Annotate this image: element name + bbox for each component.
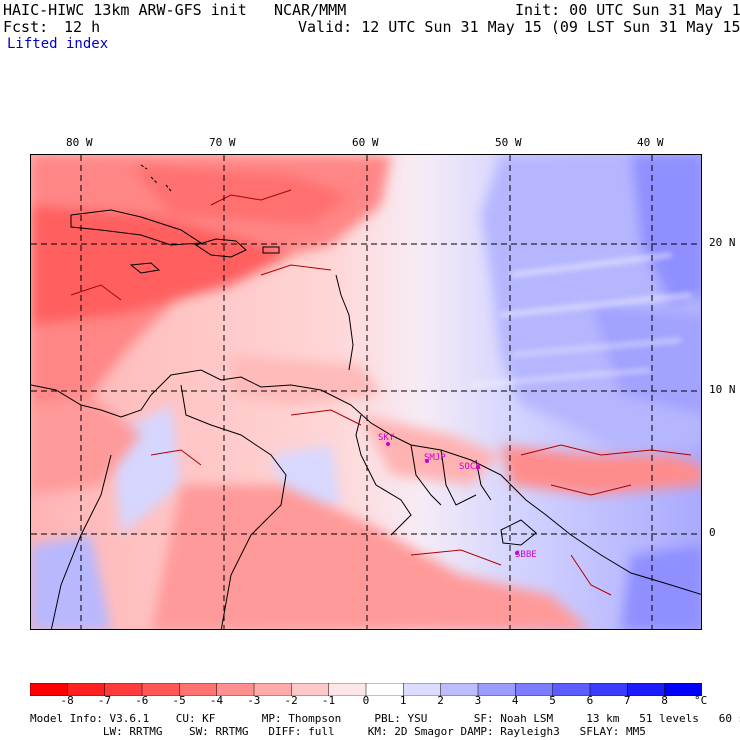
lon-label-80w: 80 W bbox=[66, 136, 93, 149]
colorbar-tick-label: 4 bbox=[511, 694, 519, 707]
station-label-sbbe: SBBE bbox=[515, 550, 537, 560]
lat-label-10n: 10 N bbox=[709, 383, 736, 396]
colorbar-tick-label: -5 bbox=[172, 694, 186, 707]
model-info-line2: LW: RRTMG SW: RRTMG DIFF: full KM: 2D Sm… bbox=[30, 725, 646, 738]
colorbar-tick-label: 7 bbox=[623, 694, 631, 707]
colorbar-tick-label: 8 bbox=[661, 694, 668, 707]
lon-label-50w: 50 W bbox=[495, 136, 522, 149]
graticule bbox=[31, 155, 701, 629]
colorbar-tick-label: 2 bbox=[437, 694, 444, 707]
colorbar-swatch bbox=[477, 682, 517, 697]
field-name: Lifted index bbox=[7, 36, 109, 52]
station-label-soca: SOCA bbox=[459, 462, 481, 472]
colorbar bbox=[29, 681, 703, 697]
station-label-sky: SKY bbox=[378, 433, 395, 443]
colorbar-tick-label: 1 bbox=[399, 694, 407, 707]
colorbar-tick-label: -8 bbox=[60, 694, 74, 707]
lat-label-equator: 0 bbox=[709, 526, 716, 539]
colorbar-tick-label: -1 bbox=[321, 694, 336, 707]
colorbar-tick-label: -6 bbox=[135, 694, 149, 707]
colorbar-swatch bbox=[589, 682, 629, 697]
colorbar-swatch bbox=[552, 682, 591, 697]
org-label: NCAR/MMM bbox=[274, 1, 347, 19]
colorbar-swatch bbox=[403, 682, 442, 697]
colorbar-swatch bbox=[365, 682, 405, 697]
colorbar-swatch bbox=[440, 682, 479, 697]
colorbar-tick-label: 3 bbox=[474, 694, 482, 707]
lat-label-20n: 20 N bbox=[709, 236, 736, 249]
colorbar-unit: °C bbox=[694, 694, 708, 707]
init-time: Init: 00 UTC Sun 31 May 15 bbox=[515, 1, 740, 19]
lon-label-40w: 40 W bbox=[637, 136, 664, 149]
colorbar-tick-label: 0 bbox=[362, 694, 370, 707]
station-marker-sky bbox=[386, 442, 390, 446]
unstable-region bbox=[31, 155, 701, 629]
colorbar-tick-label: -4 bbox=[209, 694, 224, 707]
station-marker-sbbe bbox=[515, 551, 519, 555]
colorbar-swatch bbox=[515, 682, 554, 697]
trade-wind-streaks bbox=[470, 253, 692, 387]
lifted-index-map: SKY SMJP SOCA SBBE bbox=[30, 154, 702, 630]
model-info-line1: Model Info: V3.6.1 CU: KF MP: Thompson P… bbox=[30, 712, 740, 725]
colorbar-tick-label: -3 bbox=[247, 694, 261, 707]
colorbar-tick-label: -7 bbox=[97, 694, 112, 707]
colorbar-tick-label: -2 bbox=[284, 694, 298, 707]
lon-label-70w: 70 W bbox=[209, 136, 236, 149]
map-canvas: SKY SMJP SOCA SBBE bbox=[31, 155, 701, 629]
model-title: HAIC-HIWC 13km ARW-GFS init bbox=[3, 1, 247, 19]
valid-time: Valid: 12 UTC Sun 31 May 15 (09 LST Sun … bbox=[298, 18, 740, 36]
forecast-label: Fcst: bbox=[3, 18, 49, 36]
station-marker-smjp bbox=[425, 459, 429, 463]
colorbar-tick-label: 6 bbox=[586, 694, 594, 707]
station-labels: SKY SMJP SOCA SBBE bbox=[378, 433, 537, 560]
colorbar-swatch bbox=[627, 682, 666, 697]
station-label-smjp: SMJP bbox=[424, 453, 446, 463]
forecast-hour: 12 h bbox=[64, 18, 101, 36]
colorbar-tick-label: 5 bbox=[549, 694, 556, 707]
station-marker-soca bbox=[476, 465, 480, 469]
lon-label-60w: 60 W bbox=[352, 136, 379, 149]
